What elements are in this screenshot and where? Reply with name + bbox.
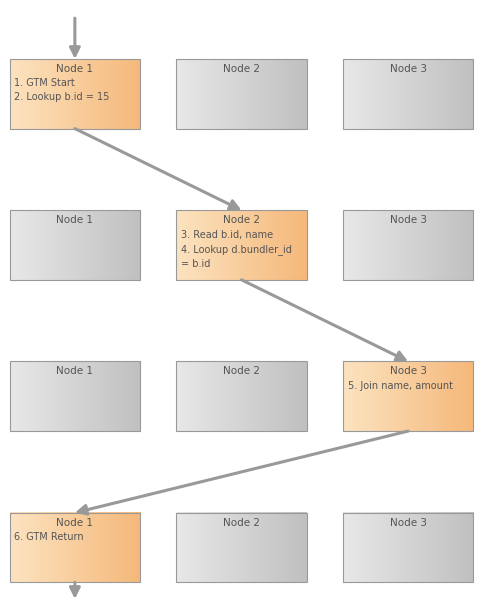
Text: Node 3: Node 3 — [390, 215, 426, 225]
Text: 3. Read b.id, name
4. Lookup d.bundler_id
= b.id: 3. Read b.id, name 4. Lookup d.bundler_i… — [181, 230, 292, 269]
Bar — [176, 362, 307, 431]
Text: Node 1: Node 1 — [57, 367, 93, 376]
Text: Node 2: Node 2 — [223, 215, 260, 225]
Bar — [10, 59, 140, 129]
Text: Node 3: Node 3 — [390, 518, 426, 528]
Text: Node 1: Node 1 — [57, 518, 93, 528]
Text: Node 3: Node 3 — [390, 64, 426, 74]
Bar — [10, 211, 140, 280]
Text: Node 2: Node 2 — [223, 367, 260, 376]
Bar — [176, 211, 307, 280]
Text: 1. GTM Start
2. Lookup b.id = 15: 1. GTM Start 2. Lookup b.id = 15 — [14, 79, 110, 102]
Text: 6. GTM Return: 6. GTM Return — [14, 532, 84, 542]
Text: Node 3: Node 3 — [390, 367, 426, 376]
Text: 5. Join name, amount: 5. Join name, amount — [348, 381, 453, 391]
Text: Node 2: Node 2 — [223, 64, 260, 74]
Bar — [176, 513, 307, 582]
Bar — [10, 513, 140, 582]
Bar — [10, 362, 140, 431]
Bar — [343, 513, 473, 582]
Text: Node 1: Node 1 — [57, 215, 93, 225]
Bar — [343, 59, 473, 129]
Text: Node 2: Node 2 — [223, 518, 260, 528]
Bar — [343, 211, 473, 280]
Bar — [343, 362, 473, 431]
Bar — [176, 59, 307, 129]
Text: Node 1: Node 1 — [57, 64, 93, 74]
